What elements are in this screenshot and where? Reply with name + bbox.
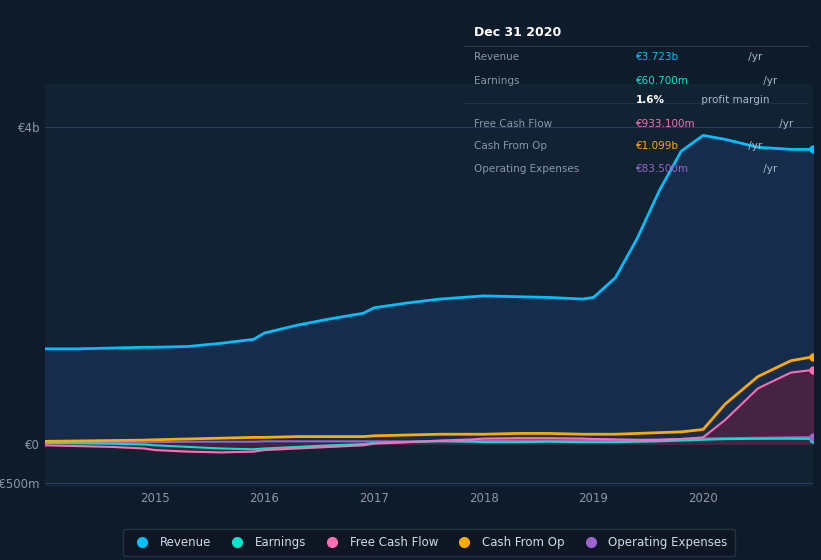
- Text: /yr: /yr: [745, 52, 762, 62]
- Legend: Revenue, Earnings, Free Cash Flow, Cash From Op, Operating Expenses: Revenue, Earnings, Free Cash Flow, Cash …: [123, 529, 735, 556]
- Text: €60.700m: €60.700m: [636, 76, 689, 86]
- Text: /yr: /yr: [776, 119, 793, 129]
- Text: /yr: /yr: [745, 141, 762, 151]
- Text: €3.723b: €3.723b: [636, 52, 680, 62]
- Text: /yr: /yr: [760, 164, 777, 174]
- Text: 1.6%: 1.6%: [636, 95, 665, 105]
- Text: €933.100m: €933.100m: [636, 119, 696, 129]
- Text: Earnings: Earnings: [475, 76, 520, 86]
- Text: /yr: /yr: [760, 76, 777, 86]
- Text: Dec 31 2020: Dec 31 2020: [475, 26, 562, 39]
- Text: Cash From Op: Cash From Op: [475, 141, 548, 151]
- Text: profit margin: profit margin: [699, 95, 770, 105]
- Text: Operating Expenses: Operating Expenses: [475, 164, 580, 174]
- Text: Revenue: Revenue: [475, 52, 520, 62]
- Text: €83.500m: €83.500m: [636, 164, 690, 174]
- Text: €1.099b: €1.099b: [636, 141, 679, 151]
- Text: Free Cash Flow: Free Cash Flow: [475, 119, 553, 129]
